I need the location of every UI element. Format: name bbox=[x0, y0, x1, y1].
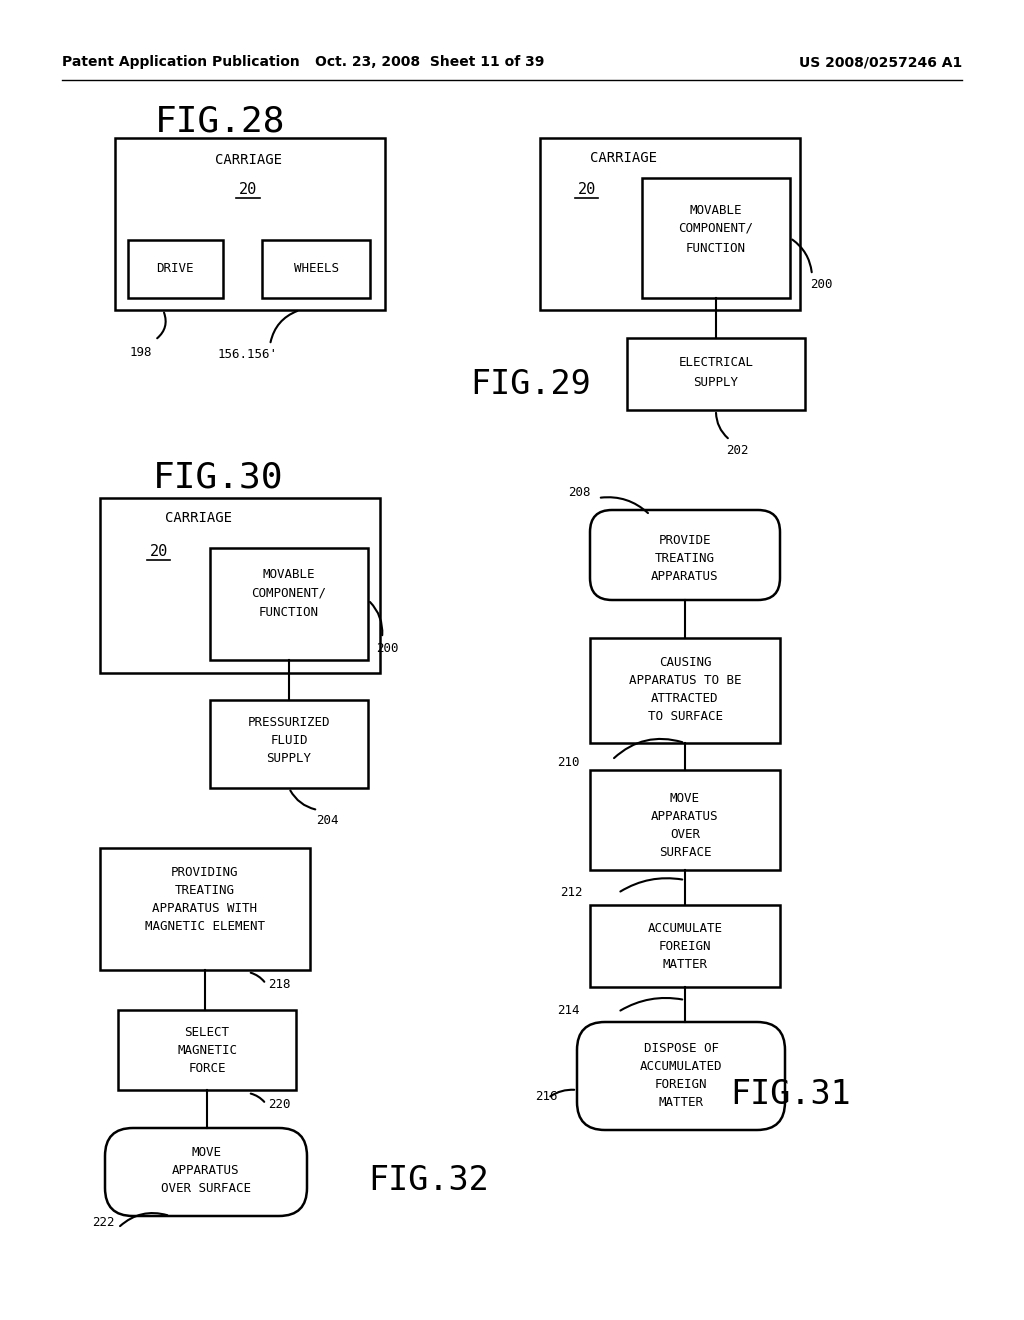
Text: CARRIAGE: CARRIAGE bbox=[214, 153, 282, 168]
Text: MAGNETIC ELEMENT: MAGNETIC ELEMENT bbox=[145, 920, 265, 932]
Text: 20: 20 bbox=[578, 182, 596, 198]
Text: 20: 20 bbox=[150, 544, 168, 560]
FancyBboxPatch shape bbox=[642, 178, 790, 298]
Text: FUNCTION: FUNCTION bbox=[686, 242, 746, 255]
FancyBboxPatch shape bbox=[115, 139, 385, 310]
Text: 198: 198 bbox=[130, 346, 153, 359]
Text: ELECTRICAL: ELECTRICAL bbox=[679, 355, 754, 368]
Text: APPARATUS: APPARATUS bbox=[651, 809, 719, 822]
FancyBboxPatch shape bbox=[590, 770, 780, 870]
Text: CARRIAGE: CARRIAGE bbox=[165, 511, 232, 525]
Text: SUPPLY: SUPPLY bbox=[693, 375, 738, 388]
Text: DRIVE: DRIVE bbox=[157, 263, 194, 276]
Text: 216: 216 bbox=[535, 1089, 557, 1102]
Text: Patent Application Publication: Patent Application Publication bbox=[62, 55, 300, 69]
Text: APPARATUS: APPARATUS bbox=[651, 569, 719, 582]
FancyBboxPatch shape bbox=[128, 240, 223, 298]
Text: SELECT: SELECT bbox=[184, 1026, 229, 1039]
Text: MOVE: MOVE bbox=[191, 1146, 221, 1159]
Text: TO SURFACE: TO SURFACE bbox=[647, 710, 723, 722]
FancyBboxPatch shape bbox=[590, 638, 780, 743]
Text: 202: 202 bbox=[726, 444, 749, 457]
Text: US 2008/0257246 A1: US 2008/0257246 A1 bbox=[799, 55, 962, 69]
Text: ACCUMULATED: ACCUMULATED bbox=[640, 1060, 722, 1072]
Text: SURFACE: SURFACE bbox=[658, 846, 712, 858]
Text: FIG.30: FIG.30 bbox=[153, 461, 284, 495]
Text: 222: 222 bbox=[92, 1216, 115, 1229]
Text: 204: 204 bbox=[316, 813, 339, 826]
Text: Oct. 23, 2008  Sheet 11 of 39: Oct. 23, 2008 Sheet 11 of 39 bbox=[315, 55, 545, 69]
Text: FIG.28: FIG.28 bbox=[155, 106, 286, 139]
Text: COMPONENT/: COMPONENT/ bbox=[252, 586, 327, 599]
Text: MOVABLE: MOVABLE bbox=[263, 569, 315, 582]
FancyBboxPatch shape bbox=[577, 1022, 785, 1130]
FancyBboxPatch shape bbox=[100, 498, 380, 673]
Text: PRESSURIZED: PRESSURIZED bbox=[248, 715, 331, 729]
FancyBboxPatch shape bbox=[590, 906, 780, 987]
Text: OVER SURFACE: OVER SURFACE bbox=[161, 1181, 251, 1195]
Text: TREATING: TREATING bbox=[175, 883, 234, 896]
Text: COMPONENT/: COMPONENT/ bbox=[679, 222, 754, 235]
Text: PROVIDING: PROVIDING bbox=[171, 866, 239, 879]
Text: SUPPLY: SUPPLY bbox=[266, 751, 311, 764]
Text: 214: 214 bbox=[557, 1003, 580, 1016]
Text: 20: 20 bbox=[239, 182, 257, 198]
Text: FIG.32: FIG.32 bbox=[368, 1163, 488, 1196]
FancyBboxPatch shape bbox=[210, 700, 368, 788]
Text: 212: 212 bbox=[560, 887, 583, 899]
Text: 208: 208 bbox=[568, 486, 591, 499]
Text: FOREIGN: FOREIGN bbox=[658, 940, 712, 953]
FancyBboxPatch shape bbox=[262, 240, 370, 298]
FancyBboxPatch shape bbox=[210, 548, 368, 660]
Text: MOVE: MOVE bbox=[670, 792, 700, 804]
Text: FUNCTION: FUNCTION bbox=[259, 606, 319, 619]
Text: FORCE: FORCE bbox=[188, 1061, 225, 1074]
FancyBboxPatch shape bbox=[100, 847, 310, 970]
Text: 210: 210 bbox=[557, 756, 580, 770]
Text: 218: 218 bbox=[268, 978, 291, 990]
FancyBboxPatch shape bbox=[590, 510, 780, 601]
Text: ACCUMULATE: ACCUMULATE bbox=[647, 921, 723, 935]
Text: OVER: OVER bbox=[670, 828, 700, 841]
FancyBboxPatch shape bbox=[105, 1129, 307, 1216]
Text: 200: 200 bbox=[810, 279, 833, 292]
Text: FLUID: FLUID bbox=[270, 734, 308, 747]
Text: FIG.29: FIG.29 bbox=[470, 368, 591, 401]
Text: 156.156': 156.156' bbox=[218, 348, 278, 362]
Text: 220: 220 bbox=[268, 1097, 291, 1110]
FancyBboxPatch shape bbox=[118, 1010, 296, 1090]
Text: TREATING: TREATING bbox=[655, 552, 715, 565]
Text: MAGNETIC: MAGNETIC bbox=[177, 1044, 237, 1056]
Text: 200: 200 bbox=[376, 642, 398, 655]
FancyBboxPatch shape bbox=[540, 139, 800, 310]
Text: CAUSING: CAUSING bbox=[658, 656, 712, 668]
Text: MATTER: MATTER bbox=[658, 1096, 703, 1109]
Text: ATTRACTED: ATTRACTED bbox=[651, 692, 719, 705]
Text: CARRIAGE: CARRIAGE bbox=[590, 150, 657, 165]
Text: WHEELS: WHEELS bbox=[294, 263, 339, 276]
Text: FOREIGN: FOREIGN bbox=[654, 1077, 708, 1090]
Text: DISPOSE OF: DISPOSE OF bbox=[643, 1041, 719, 1055]
Text: MOVABLE: MOVABLE bbox=[690, 203, 742, 216]
FancyBboxPatch shape bbox=[627, 338, 805, 411]
Text: FIG.31: FIG.31 bbox=[730, 1078, 851, 1111]
Text: MATTER: MATTER bbox=[663, 957, 708, 970]
Text: APPARATUS: APPARATUS bbox=[172, 1163, 240, 1176]
Text: PROVIDE: PROVIDE bbox=[658, 533, 712, 546]
Text: APPARATUS WITH: APPARATUS WITH bbox=[153, 902, 257, 915]
Text: APPARATUS TO BE: APPARATUS TO BE bbox=[629, 673, 741, 686]
